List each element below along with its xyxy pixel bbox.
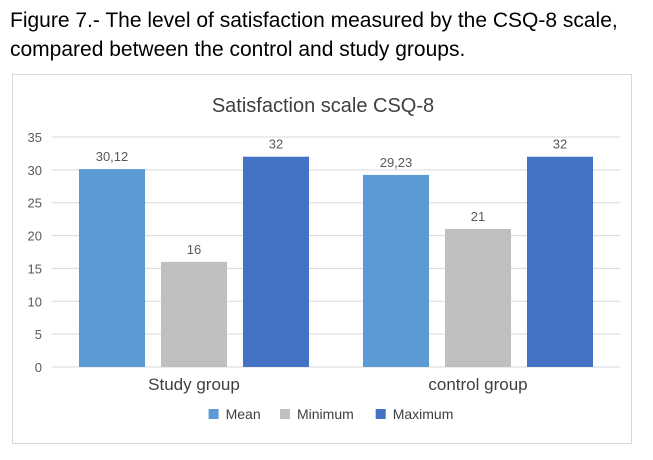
x-tick-label: control group bbox=[428, 375, 527, 394]
x-tick-label: Study group bbox=[148, 375, 240, 394]
y-tick-label: 5 bbox=[35, 327, 42, 342]
bar-minimum bbox=[161, 261, 227, 367]
bar-data-label: 29,23 bbox=[380, 155, 413, 170]
bar-maximum bbox=[243, 156, 309, 367]
legend-label-minimum: Minimum bbox=[297, 406, 354, 422]
bar-minimum bbox=[445, 229, 511, 367]
bar-data-label: 30,12 bbox=[96, 149, 129, 164]
y-tick-label: 15 bbox=[28, 261, 42, 276]
caption-line-1: Figure 7.- The level of satisfaction mea… bbox=[10, 9, 618, 32]
chart-title: Satisfaction scale CSQ-8 bbox=[212, 95, 434, 117]
bar-mean bbox=[363, 174, 429, 367]
bar-data-label: 32 bbox=[553, 137, 567, 152]
legend-swatch-mean bbox=[208, 409, 219, 419]
caption-line-2: compared between the control and study g… bbox=[10, 38, 466, 61]
bar-data-label: 32 bbox=[269, 137, 283, 152]
chart-frame bbox=[12, 74, 632, 444]
y-tick-label: 20 bbox=[28, 229, 42, 244]
legend-swatch-minimum bbox=[280, 409, 290, 419]
legend-swatch-maximum bbox=[375, 409, 386, 419]
y-tick-label: 25 bbox=[28, 196, 42, 211]
bar-maximum bbox=[527, 156, 593, 367]
bar-mean bbox=[79, 169, 145, 367]
figure-caption: Figure 7.- The level of satisfaction mea… bbox=[10, 6, 650, 64]
y-tick-label: 10 bbox=[28, 294, 42, 309]
y-tick-label: 0 bbox=[35, 360, 42, 375]
legend-label-maximum: Maximum bbox=[393, 406, 454, 422]
bar-data-label: 21 bbox=[471, 209, 485, 224]
legend-label-mean: Mean bbox=[226, 406, 261, 422]
y-tick-label: 35 bbox=[28, 130, 42, 145]
bar-data-label: 16 bbox=[187, 242, 201, 257]
y-tick-label: 30 bbox=[28, 163, 42, 178]
